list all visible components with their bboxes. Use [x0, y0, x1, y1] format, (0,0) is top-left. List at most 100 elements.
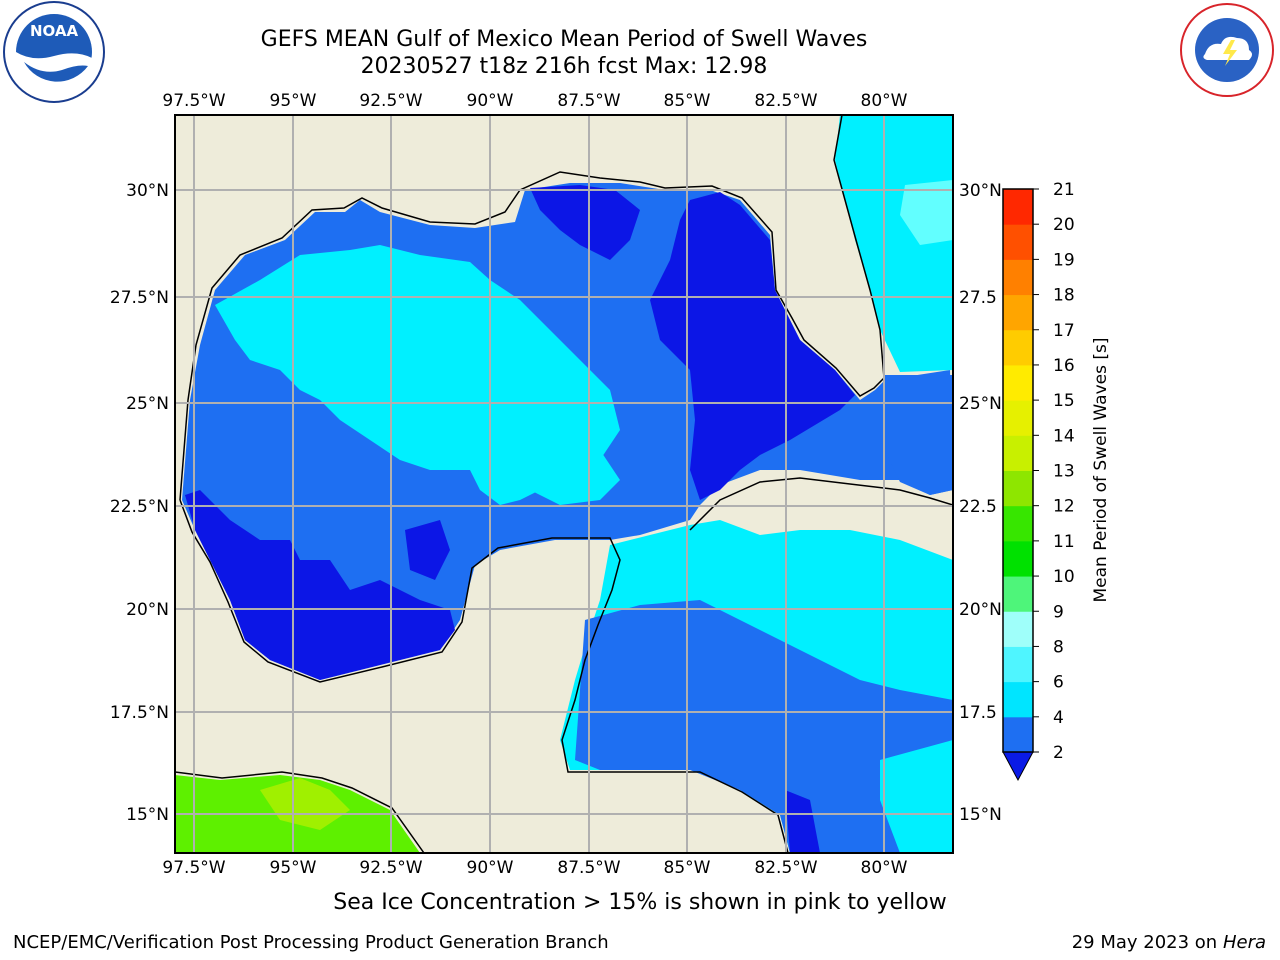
lon-label-bottom: 85°W: [664, 858, 711, 878]
lon-label-bottom: 90°W: [467, 858, 514, 878]
lon-label-top: 92.5°W: [359, 91, 422, 111]
nws-logo: [1180, 3, 1274, 97]
lat-label-left: 22.5°N: [110, 497, 169, 517]
lat-label-right: 15°N: [959, 805, 1002, 825]
colorbar: 2 4 6 8 9 10 11 12 13 14 15 16 17 18 19 20 21 Mean Perio…: [1002, 180, 1111, 782]
colorbar-segment: [1003, 259, 1033, 296]
colorbar-segment: [1003, 611, 1033, 647]
gulf-cyan-patch: [520, 440, 620, 505]
lon-label-bottom: 87.5°W: [557, 858, 620, 878]
lat-label-right: 30°N: [959, 181, 1002, 201]
pacific-lime: [260, 778, 350, 830]
lat-label-left: 15°N: [126, 805, 169, 825]
caribbean-south-light: [880, 740, 953, 853]
footer-date-text: 29 May 2023 on: [1071, 932, 1218, 953]
colorbar-tick-label: 2: [1053, 743, 1064, 763]
colorbar-segment: [1003, 435, 1033, 471]
lon-label-top: 82.5°W: [754, 91, 817, 111]
lon-label-top: 97.5°W: [162, 91, 225, 111]
lon-label-top: 87.5°W: [557, 91, 620, 111]
colorbar-extend-arrow: [1002, 751, 1034, 782]
lon-label-bottom: 97.5°W: [162, 858, 225, 878]
colorbar-tick-label: 4: [1053, 708, 1064, 728]
colorbar-tick-label: 12: [1053, 497, 1075, 517]
bahamas-blue: [880, 375, 953, 495]
colorbar-tick-label: 13: [1053, 462, 1075, 482]
colorbar-segment: [1003, 576, 1033, 612]
sea-ice-caption: Sea Ice Concentration > 15% is shown in …: [333, 890, 947, 915]
lat-label-left: 20°N: [126, 600, 169, 620]
colorbar-tick-label: 15: [1053, 391, 1075, 411]
lat-label-right: 17.5: [959, 703, 997, 723]
gulf-deep-center: [405, 520, 450, 580]
lon-label-top: 90°W: [467, 91, 514, 111]
lat-label-left: 30°N: [126, 181, 169, 201]
footer-date: 29 May 2023 on Hera: [1072, 932, 1266, 953]
graticule: [175, 115, 953, 853]
colorbar-segment: [1003, 681, 1033, 718]
colorbar-tick-label: 18: [1053, 286, 1075, 306]
colorbar-segment: [1003, 540, 1033, 577]
coastline-cuba: [689, 477, 953, 531]
coastline-gulf: [179, 115, 885, 501]
map-subtitle: 20230527 t18z 216h fcst Max: 12.98: [360, 54, 768, 79]
map-area: [175, 115, 953, 853]
colorbar-segment: [1003, 294, 1033, 331]
colorbar-label: Mean Period of Swell Waves [s]: [1091, 338, 1111, 603]
lat-label-right: 20°N: [959, 600, 1002, 620]
colorbar-tick-label: 6: [1053, 673, 1064, 693]
noaa-logo: NOAA: [3, 1, 105, 103]
lon-label-bottom: 80°W: [861, 858, 908, 878]
colorbar-tick-label: 8: [1053, 637, 1064, 657]
colorbar-tick-label: 10: [1053, 567, 1075, 587]
colorbar-ticks: 2 4 6 8 9 10 11 12 13 14 15 16 17 18 19 20 21: [1033, 180, 1075, 763]
lon-label-bottom: 95°W: [270, 858, 317, 878]
lon-label-top: 85°W: [664, 91, 711, 111]
colorbar-segment: [1003, 505, 1033, 542]
colorbar-tick-label: 11: [1053, 532, 1075, 552]
lon-label-top: 95°W: [270, 91, 317, 111]
atlantic-light: [900, 180, 953, 245]
lat-label-left: 27.5°N: [110, 288, 169, 308]
lat-labels-left: 30°N 27.5°N 25°N 22.5°N 20°N 17.5°N 15°N: [110, 181, 169, 825]
lat-label-right: 27.5: [959, 288, 997, 308]
footer-host: Hera: [1222, 932, 1266, 953]
coastline-mexico: [179, 499, 789, 853]
map-frame: [174, 114, 954, 854]
atlantic-ocean: [835, 115, 953, 372]
colorbar-tick-label: 21: [1053, 180, 1075, 200]
map-title: GEFS MEAN Gulf of Mexico Mean Period of …: [260, 27, 868, 52]
caribbean-deep: [785, 790, 820, 853]
colorbar-tick-label: 20: [1053, 215, 1075, 235]
lat-label-right: 22.5: [959, 497, 997, 517]
colorbar-segment: [1003, 224, 1033, 260]
lon-label-bottom: 92.5°W: [359, 858, 422, 878]
lat-label-left: 17.5°N: [110, 703, 169, 723]
colorbar-tick-label: 9: [1053, 602, 1064, 622]
lat-labels-right: 30°N 27.5 25°N 22.5 20°N 17.5 15°N: [959, 181, 1002, 825]
colorbar-segment: [1003, 716, 1033, 753]
lat-label-left: 25°N: [126, 394, 169, 414]
colorbar-segment: [1003, 646, 1033, 683]
colorbar-tick-label: 14: [1053, 426, 1075, 446]
gulf-cyan-band: [215, 245, 620, 505]
lon-label-bottom: 82.5°W: [754, 858, 817, 878]
caribbean-blue: [575, 600, 953, 853]
noaa-logo-text: NOAA: [30, 22, 79, 40]
lon-label-top: 80°W: [861, 91, 908, 111]
colorbar-segment: [1003, 189, 1033, 225]
colorbar-segments: [1003, 189, 1033, 753]
gulf-deep-east: [650, 192, 855, 500]
lon-labels-bottom: 97.5°W 95°W 92.5°W 90°W 87.5°W 85°W 82.5…: [162, 858, 907, 878]
colorbar-segment: [1003, 329, 1033, 366]
lon-labels-top: 97.5°W 95°W 92.5°W 90°W 87.5°W 85°W 82.5…: [162, 91, 907, 111]
colorbar-tick-label: 19: [1053, 250, 1075, 270]
lat-label-right: 25°N: [959, 394, 1002, 414]
gulf-deep-north: [530, 185, 640, 260]
colorbar-tick-label: 17: [1053, 321, 1075, 341]
colorbar-tick-label: 16: [1053, 356, 1075, 376]
gulf-deep-southwest: [185, 490, 455, 680]
colorbar-segment: [1003, 400, 1033, 436]
footer-credit: NCEP/EMC/Verification Post Processing Pr…: [13, 932, 609, 953]
